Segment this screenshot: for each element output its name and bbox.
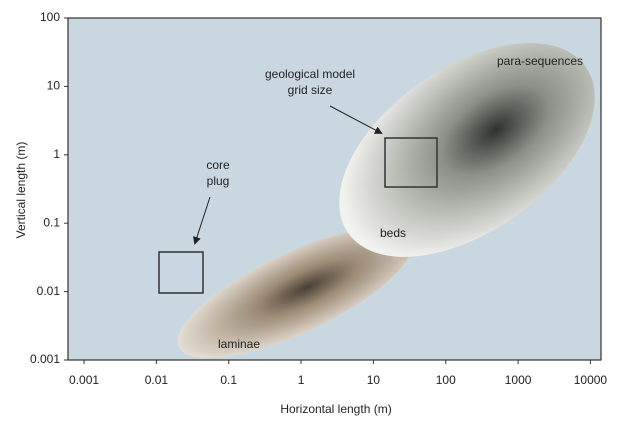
annotation: geological model: [265, 67, 355, 81]
arrow: [193, 196, 211, 245]
x-tick-label: 0.01: [145, 373, 169, 387]
grid-box: [384, 137, 438, 188]
x-tick-label: 10: [367, 373, 381, 387]
y-tick-label: 100: [40, 10, 60, 24]
region-label: beds: [380, 226, 406, 240]
x-tick-label: 100: [436, 373, 456, 387]
y-tick-label: 1: [53, 147, 60, 161]
y-tick-label: 0.01: [37, 284, 61, 298]
arrow: [329, 105, 383, 134]
annotation: core: [206, 158, 230, 172]
region-label: para-sequences: [497, 54, 583, 68]
laminae-region: [177, 227, 413, 359]
region-label: laminae: [218, 337, 260, 351]
core-plug-box: [158, 251, 204, 294]
annotation: plug: [207, 174, 230, 188]
x-tick-label: 1000: [505, 373, 532, 387]
y-tick-label: 0.001: [30, 352, 60, 366]
x-tick-label: 0.1: [220, 373, 237, 387]
x-tick-label: 1: [298, 373, 305, 387]
x-axis-title: Horizontal length (m): [280, 402, 391, 416]
x-tick-label: 0.001: [69, 373, 99, 387]
y-tick-label: 10: [47, 79, 61, 93]
annotation: grid size: [288, 83, 333, 97]
x-tick-label: 10000: [574, 373, 608, 387]
y-tick-label: 0.1: [43, 215, 60, 229]
beds-region: [339, 43, 595, 257]
y-axis-title: Vertical length (m): [14, 142, 28, 239]
